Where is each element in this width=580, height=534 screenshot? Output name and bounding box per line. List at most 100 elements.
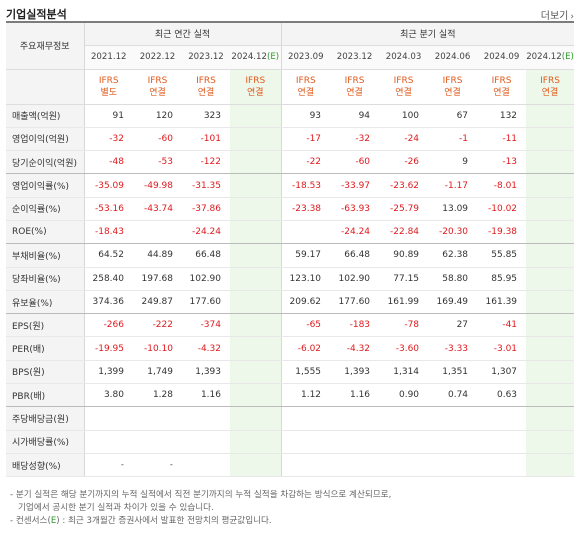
table-cell: -19.38: [477, 220, 527, 245]
basis-row: IFRS 별도 IFRS 연결 IFRS 연결 IFRS 연결 IFRS 연결 IFRS 연결 IFRS…: [6, 69, 575, 105]
row-label: 유보율(%): [6, 290, 85, 315]
more-link[interactable]: 더보기 ›: [541, 7, 574, 22]
table-cell: [230, 406, 282, 431]
estimate-mark: (E): [561, 52, 574, 62]
table-cell: 1.12: [281, 383, 331, 408]
table-cell: [526, 336, 575, 361]
table-cell: -266: [84, 313, 133, 338]
table-cell: [133, 430, 182, 454]
table-cell: 59.17: [281, 243, 331, 268]
table-cell: 27: [428, 313, 478, 338]
table-cell: -19.95: [84, 336, 133, 361]
period-label: 2024.12: [526, 52, 562, 62]
table-cell: -35.09: [84, 173, 133, 198]
table-cell: [230, 313, 282, 338]
basis-type: 별도: [100, 87, 118, 98]
table-cell: -4.32: [330, 336, 380, 361]
table-cell: -: [133, 453, 182, 478]
table-cell: -1: [428, 127, 478, 152]
period-header: 2021.12: [84, 45, 133, 70]
table-cell: [428, 406, 478, 431]
table-cell: [379, 453, 429, 478]
table-cell: [526, 127, 575, 152]
table-cell: -24: [379, 127, 429, 152]
period-label: 2023.12: [188, 52, 224, 62]
table-cell: [330, 406, 380, 431]
table-row: PBR(배) 3.80 1.28 1.16 1.12 1.16 0.90 0.74 0.63: [6, 383, 575, 408]
table-cell: -18.43: [84, 220, 133, 245]
financial-table: 주요재무정보 최근 연간 실적 최근 분기 실적 2021.12 2022.12 2…: [6, 21, 575, 478]
table-cell: [230, 243, 282, 268]
row-label: 부채비율(%): [6, 243, 85, 268]
table-row: 배당성향(%) - -: [6, 453, 575, 478]
basis-type: 연결: [346, 87, 363, 98]
table-cell: 123.10: [281, 267, 331, 291]
basis-standard: IFRS: [147, 75, 168, 86]
table-cell: 67: [428, 104, 478, 128]
note-3: - 컨센서스(E) : 최근 3개월간 증권사에서 발표한 전망치의 평균값입니…: [10, 515, 391, 528]
row-label: PER(배): [6, 336, 85, 361]
note-2: 기업에서 공시한 분기 실적과 차이가 있을 수 있습니다.: [18, 503, 214, 513]
table-cell: 120: [133, 104, 182, 128]
table-row: ROE(%) -18.43 -24.24 -24.24 -22.84 -20.30 -19.…: [6, 220, 575, 245]
table-cell: -8.01: [477, 173, 527, 198]
table-cell: [182, 430, 230, 454]
table-cell: 1,307: [477, 360, 527, 385]
table-cell: 85.95: [477, 267, 527, 291]
table-cell: -78: [379, 313, 429, 338]
basis-cell: IFRS 연결: [379, 69, 429, 105]
table-cell: 258.40: [84, 267, 133, 291]
table-cell: -48: [84, 150, 133, 175]
table-row: 시가배당률(%): [6, 430, 575, 454]
table-cell: [281, 220, 331, 245]
row-label: 시가배당률(%): [6, 430, 85, 454]
table-cell: -1.17: [428, 173, 478, 198]
table-cell: 1,749: [133, 360, 182, 385]
table-cell: [84, 430, 133, 454]
table-cell: -22: [281, 150, 331, 175]
table-cell: 94: [330, 104, 380, 128]
basis-cell: IFRS 연결: [230, 69, 282, 105]
table-cell: -23.62: [379, 173, 429, 198]
basis-type: 연결: [297, 87, 315, 98]
table-cell: -374: [182, 313, 230, 338]
table-cell: [428, 430, 478, 454]
table-cell: [281, 430, 331, 454]
table-row: BPS(원) 1,399 1,749 1,393 1,555 1,393 1,314 1,35…: [6, 360, 575, 385]
table-cell: 161.39: [477, 290, 527, 315]
table-cell: [133, 406, 182, 431]
basis-cell: IFRS 별도: [84, 69, 133, 105]
basis-cell: IFRS 연결: [330, 69, 380, 105]
basis-cell: IFRS 연결: [526, 69, 575, 105]
row-label: 영업이익률(%): [6, 173, 85, 198]
table-cell: [230, 453, 282, 478]
table-cell: 44.89: [133, 243, 182, 268]
table-cell: 1,351: [428, 360, 478, 385]
row-label: 배당성향(%): [6, 453, 85, 478]
table-cell: [330, 430, 380, 454]
basis-corner: [6, 69, 85, 105]
more-link-label[interactable]: 더보기: [540, 11, 569, 22]
table-cell: -26: [379, 150, 429, 175]
table-cell: [230, 430, 282, 454]
row-label: ROE(%): [6, 220, 85, 245]
table-cell: [526, 290, 575, 315]
basis-type: 연결: [493, 87, 510, 98]
row-label: 당기순이익(억원): [6, 150, 85, 175]
period-header: 2024.09: [477, 45, 527, 70]
table-cell: 197.68: [133, 267, 182, 291]
period-label: 2023.09: [288, 52, 324, 62]
table-cell: -183: [330, 313, 380, 338]
table-cell: -18.53: [281, 173, 331, 198]
table-cell: [428, 453, 478, 478]
section-title: 기업실적분석: [6, 8, 67, 21]
basis-standard: IFRS: [442, 75, 463, 86]
note-3-mark: E: [50, 516, 57, 526]
table-cell: 177.60: [182, 290, 230, 315]
table-cell: 249.87: [133, 290, 182, 315]
period-label: 2024.09: [483, 52, 520, 62]
basis-cell: IFRS 연결: [477, 69, 527, 105]
table-cell: -37.86: [182, 197, 230, 221]
table-cell: -10.02: [477, 197, 527, 221]
table-cell: -3.60: [379, 336, 429, 361]
